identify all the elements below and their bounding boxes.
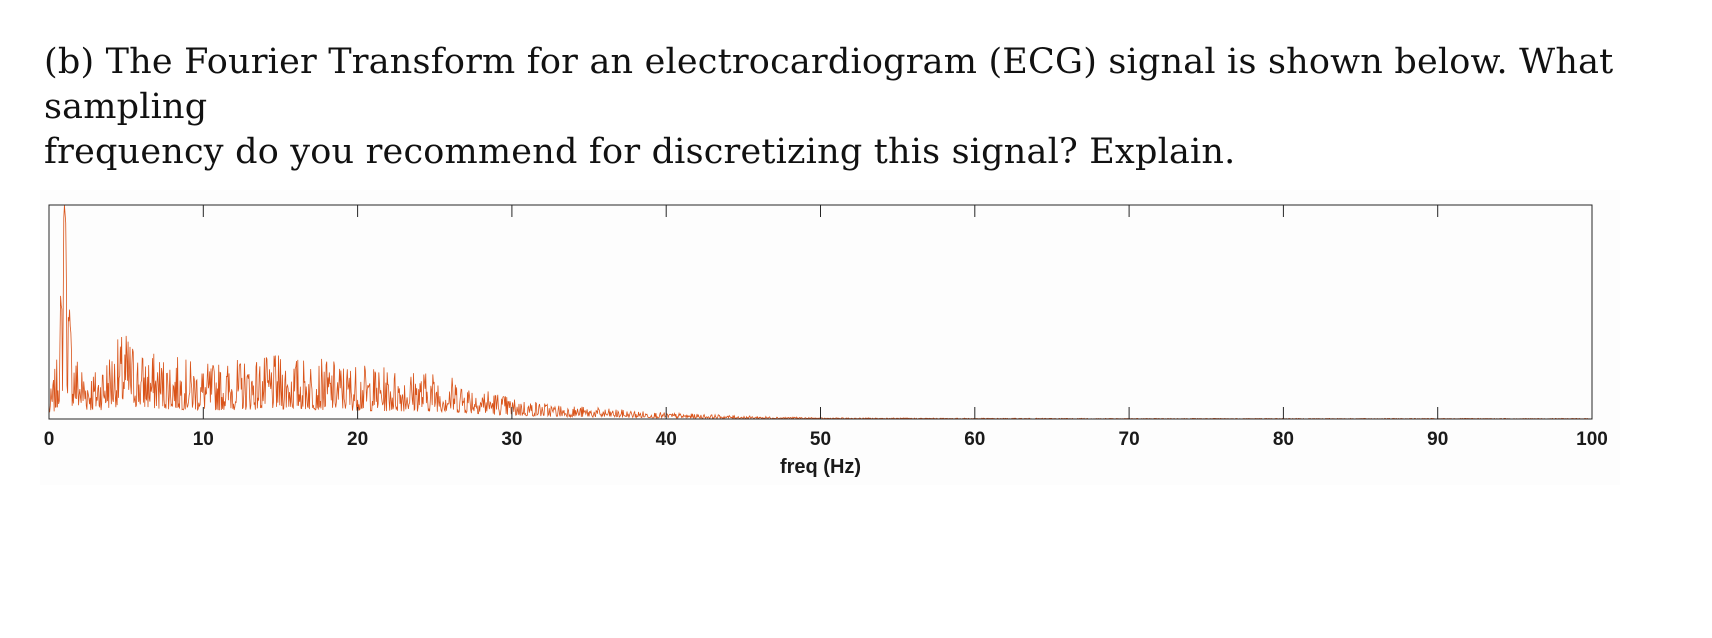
x-tick-label: 90 [1427, 429, 1448, 450]
x-tick-label: 10 [193, 429, 214, 450]
x-axis-label: freq (Hz) [780, 456, 861, 478]
x-tick-label: 30 [501, 429, 522, 450]
question-text: (b) The Fourier Transform for an electro… [44, 40, 1684, 175]
x-tick-label: 70 [1119, 429, 1140, 450]
x-tick-label: 50 [810, 429, 831, 450]
x-tick-label: 20 [347, 429, 368, 450]
x-tick-label: 80 [1273, 429, 1294, 450]
plot-background [40, 190, 1620, 485]
question-line-2: frequency do you recommend for discretiz… [44, 132, 1236, 172]
x-tick-label: 60 [964, 429, 985, 450]
x-tick-label: 40 [656, 429, 677, 450]
x-tick-label: 0 [44, 429, 55, 450]
x-tick-label: 100 [1576, 429, 1608, 450]
question-line-1: (b) The Fourier Transform for an electro… [44, 42, 1614, 127]
fft-chart: 0 10 20 30 40 50 60 70 80 90 100 freq (Hz) [40, 190, 1620, 485]
